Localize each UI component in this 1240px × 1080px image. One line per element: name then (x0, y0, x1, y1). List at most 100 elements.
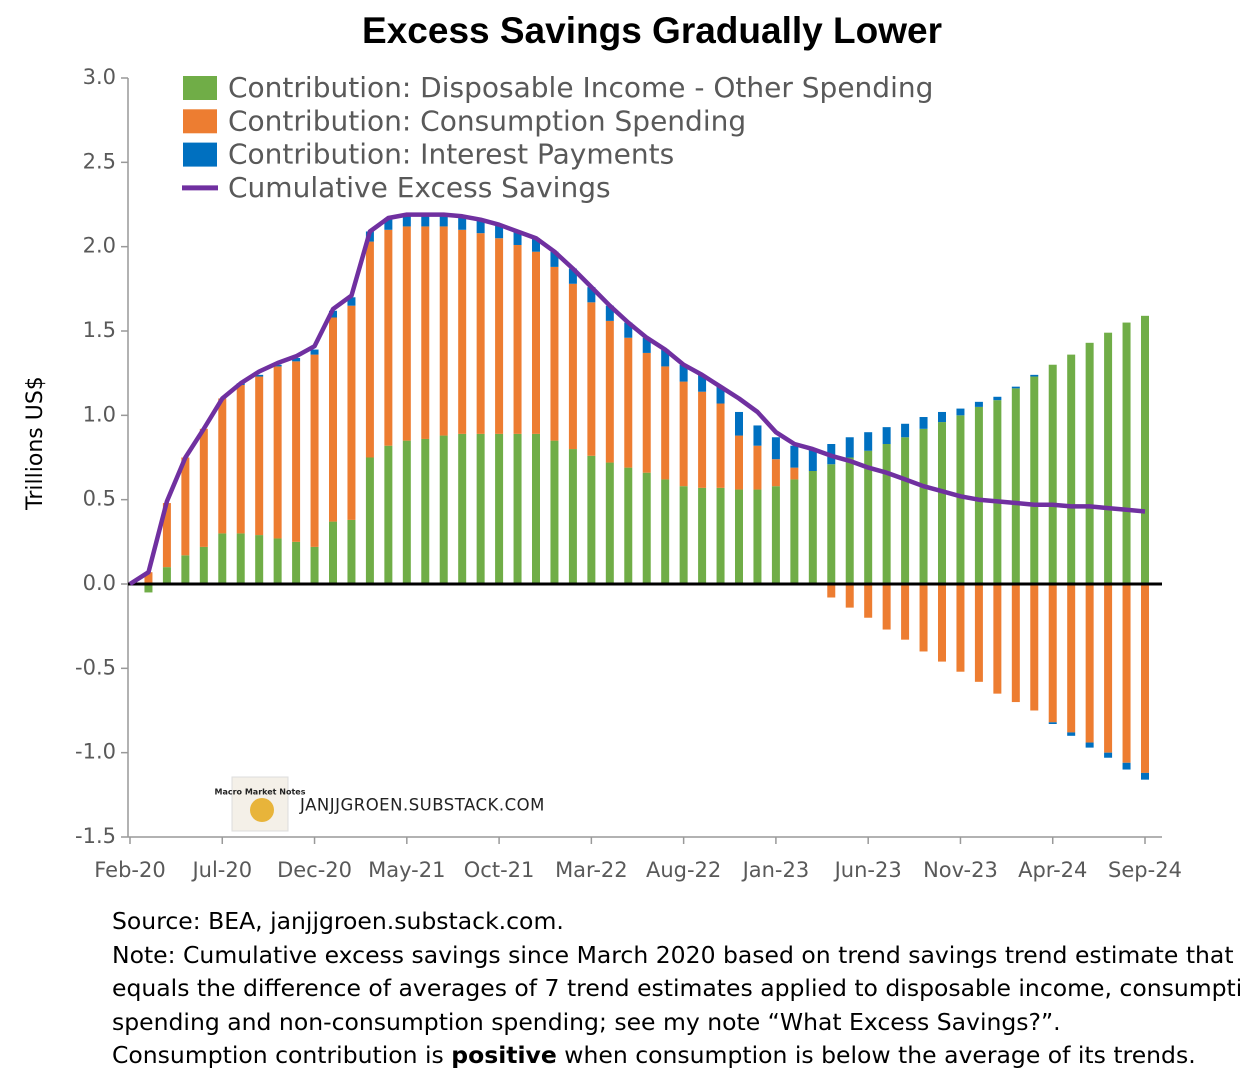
bar (1122, 322, 1131, 584)
bar (347, 519, 356, 584)
x-tick-label: Feb-20 (94, 858, 165, 882)
y-tick-label: -0.5 (75, 655, 116, 679)
bar (938, 411, 946, 423)
bar (162, 503, 171, 568)
bar (605, 305, 614, 321)
bar (735, 435, 743, 490)
bar (1011, 584, 1020, 703)
bar (753, 489, 762, 584)
bar (421, 214, 430, 227)
source: Source: BEA, janjjgroen.substack.com. (112, 907, 564, 935)
bar (292, 361, 301, 542)
chart-title: Excess Savings Gradually Lower (362, 10, 942, 51)
bar (218, 533, 227, 584)
chart: Excess Savings Gradually Lower Trillions… (23, 10, 1182, 882)
bar (421, 226, 430, 439)
bar (956, 415, 965, 584)
bar (273, 538, 282, 584)
bar (753, 425, 762, 446)
bar (919, 584, 928, 652)
bar (1048, 584, 1057, 723)
bar (1030, 376, 1039, 584)
bar (661, 479, 670, 584)
x-tick-label: Jun-23 (833, 858, 902, 882)
bar (993, 396, 1002, 401)
bar (476, 219, 485, 234)
bar (1085, 342, 1094, 584)
bar (716, 403, 725, 488)
bar (642, 337, 651, 353)
x-tick-label: Mar-22 (555, 858, 628, 882)
bar (1011, 388, 1020, 584)
bar (974, 584, 983, 682)
y-tick-label: 2.0 (83, 234, 116, 258)
bar (605, 320, 614, 463)
bar (882, 584, 891, 630)
bar (790, 479, 799, 584)
bar (236, 533, 245, 584)
bar (845, 437, 854, 458)
bar (384, 445, 393, 584)
note-bold: positive (451, 1041, 557, 1070)
legend-label: Contribution: Interest Payments (228, 138, 674, 171)
bar (513, 244, 522, 434)
bar (421, 438, 430, 584)
note-line: Note: Cumulative excess savings since Ma… (112, 940, 1234, 969)
note-text: Consumption contribution is (112, 1041, 452, 1070)
bar (402, 440, 411, 584)
bar (1085, 584, 1094, 743)
logo-text: Macro Market Notes (215, 788, 306, 797)
y-tick-label: 1.5 (83, 318, 116, 342)
bar (808, 470, 817, 584)
bar (993, 400, 1002, 584)
bar (661, 349, 670, 367)
bar (310, 546, 319, 584)
bar (864, 584, 873, 618)
y-tick-label: -1.0 (75, 740, 116, 764)
bar (827, 584, 836, 598)
bar (901, 437, 910, 584)
y-tick-label: 0.5 (83, 487, 116, 511)
bar (495, 224, 504, 239)
bar (144, 572, 153, 584)
bar (329, 317, 337, 522)
bar (919, 417, 928, 429)
bar (956, 584, 965, 672)
bar (218, 398, 227, 534)
note-text: when consumption is below the average of… (556, 1041, 1196, 1070)
bar (365, 457, 374, 584)
x-tick-label: May-21 (368, 858, 445, 882)
bar (624, 322, 633, 338)
bar (1104, 584, 1113, 753)
bar (624, 337, 633, 468)
y-tick-label: 3.0 (83, 65, 116, 89)
bar (550, 251, 559, 267)
bar (1085, 742, 1094, 748)
bar (679, 364, 688, 382)
bar (974, 401, 983, 407)
bar (255, 535, 264, 584)
bar (273, 364, 282, 367)
bar (901, 584, 910, 640)
x-tick-label: Sep-24 (1108, 858, 1182, 882)
bar (550, 266, 559, 441)
bar (439, 435, 448, 584)
bar (587, 287, 596, 303)
bar (568, 268, 577, 284)
bar (919, 428, 928, 584)
bar (698, 391, 707, 488)
bar (255, 376, 264, 536)
bar (605, 462, 614, 584)
bar (495, 433, 504, 584)
bar (532, 433, 540, 584)
bar (771, 459, 780, 487)
bar (716, 386, 725, 404)
bar (716, 487, 725, 584)
bar (292, 357, 301, 362)
bar (1141, 584, 1149, 773)
bar (458, 433, 467, 584)
bar (1011, 386, 1020, 389)
bar (993, 584, 1002, 694)
y-axis-label: Trillions US$ (23, 376, 48, 511)
